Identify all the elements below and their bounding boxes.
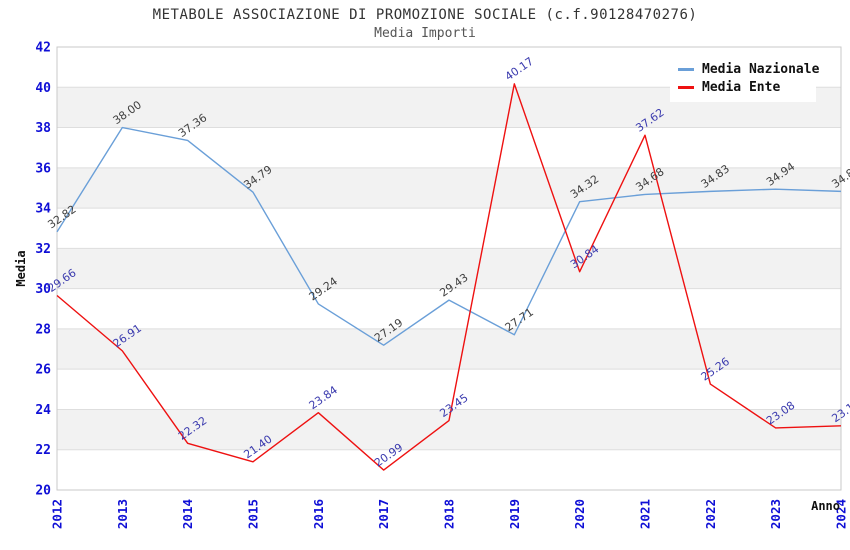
- legend: Media Nazionale Media Ente: [670, 54, 819, 102]
- y-tick-label: 40: [35, 81, 51, 96]
- legend-line-swatch-icon: [678, 85, 694, 89]
- plot-border: [56, 46, 842, 491]
- y-axis-label: Media: [14, 250, 28, 286]
- chart-subtitle: Media Importi: [374, 26, 476, 41]
- x-tick-label: 2016: [311, 499, 326, 529]
- legend-item: Media Nazionale: [678, 62, 819, 77]
- x-tick-label: 2020: [572, 499, 587, 529]
- series-line-media-nazionale: [56, 126, 842, 346]
- legend-label: Media Nazionale: [702, 61, 820, 77]
- point-label: 23.84: [307, 383, 340, 412]
- plot-band: [57, 167, 841, 209]
- legend-label: Media Ente: [702, 79, 781, 95]
- y-tick-label: 42: [35, 41, 51, 56]
- series-line-media-ente: [56, 83, 842, 471]
- y-tick-label: 20: [35, 484, 51, 499]
- plot-band: [57, 248, 841, 289]
- x-tick-label: 2015: [246, 499, 261, 529]
- y-tick-label: 34: [35, 202, 51, 217]
- x-tick-label: 2019: [507, 499, 522, 529]
- x-tick-label: 2013: [115, 499, 130, 529]
- x-tick-label: 2014: [180, 499, 195, 529]
- x-tick-label: 2017: [376, 499, 391, 529]
- legend-item: Media Ente: [678, 80, 808, 95]
- y-tick-label: 30: [35, 282, 51, 297]
- chart-title: METABOLE ASSOCIAZIONE DI PROMOZIONE SOCI…: [152, 7, 698, 23]
- legend-line-swatch-icon: [678, 67, 694, 71]
- x-axis-label: Anno: [811, 499, 840, 513]
- point-label: 40.17: [503, 55, 536, 84]
- x-tick-label: 2018: [442, 499, 457, 529]
- y-tick-label: 22: [35, 443, 51, 458]
- y-tick-label: 32: [35, 242, 51, 257]
- y-tick-label: 24: [35, 403, 51, 418]
- y-tick-label: 36: [35, 161, 51, 176]
- x-tick-label: 2012: [50, 499, 65, 529]
- x-tick-label: 2021: [638, 499, 653, 529]
- x-tick-label: 2022: [703, 499, 718, 529]
- x-tick-label: 2024: [834, 499, 849, 529]
- y-tick-label: 38: [35, 121, 51, 136]
- y-tick-label: 26: [35, 363, 51, 378]
- plot-band: [57, 328, 841, 370]
- y-tick-label: 28: [35, 322, 51, 337]
- x-tick-label: 2023: [768, 499, 783, 529]
